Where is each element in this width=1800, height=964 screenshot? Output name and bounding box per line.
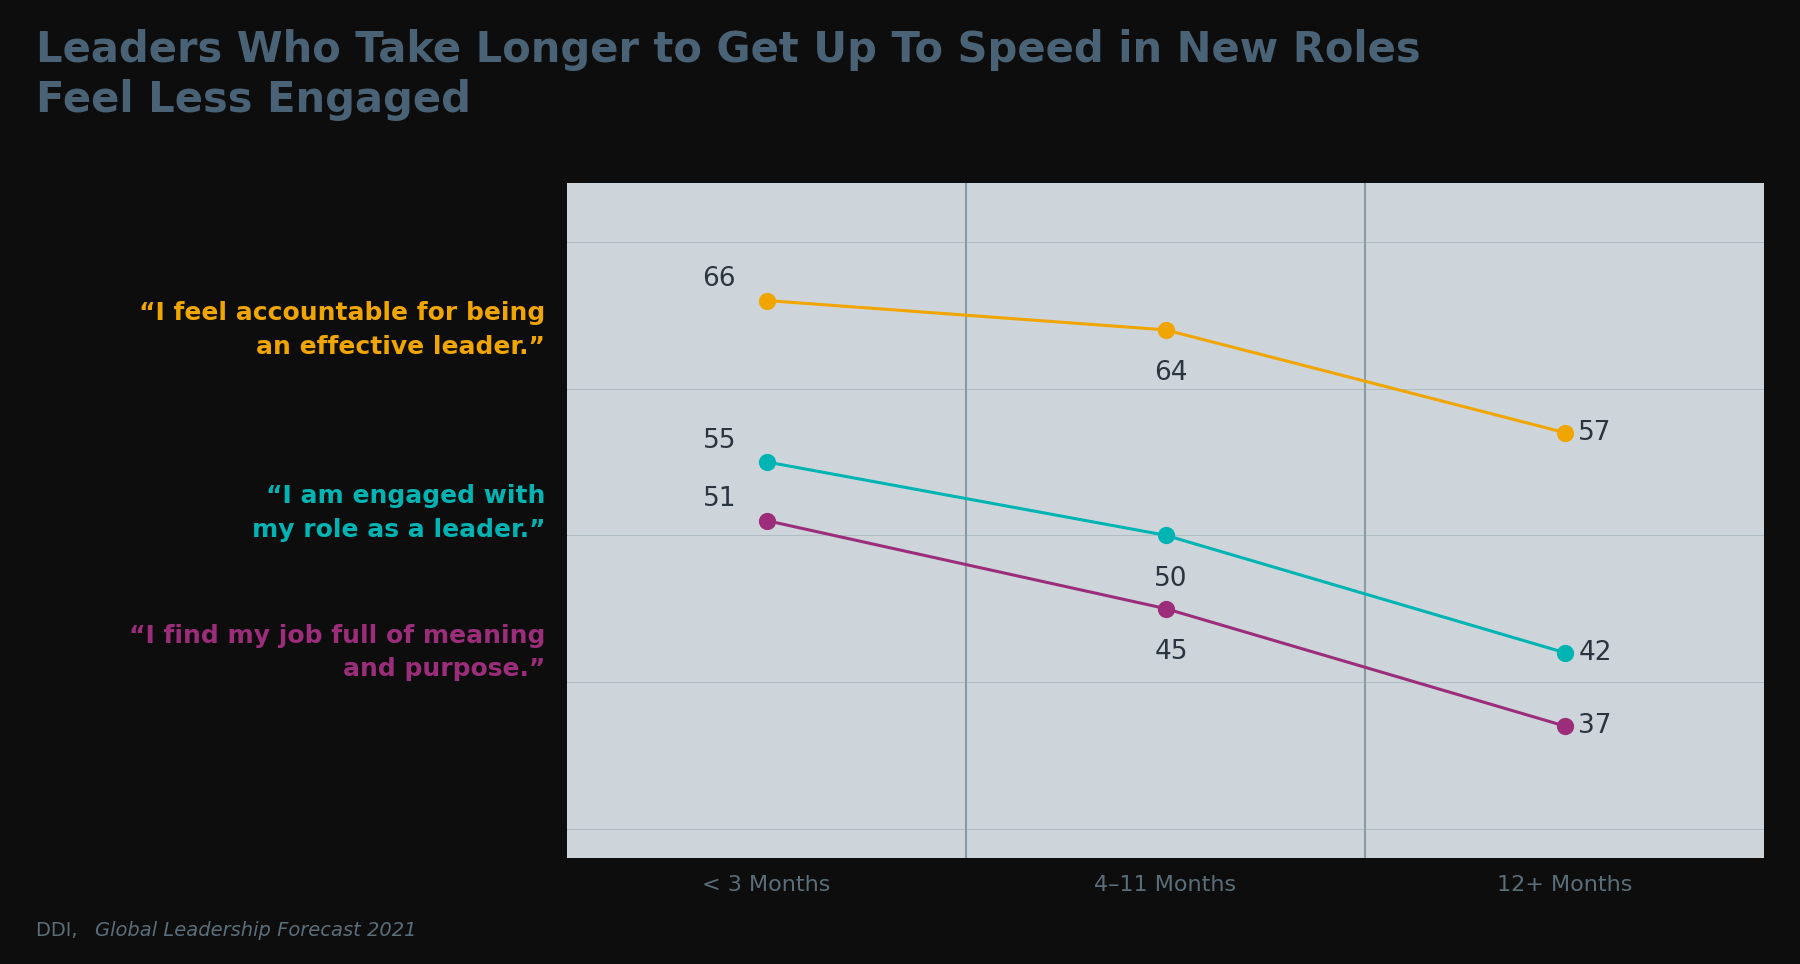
Point bbox=[752, 454, 781, 469]
Point bbox=[1550, 425, 1579, 441]
Text: 66: 66 bbox=[702, 266, 736, 292]
Text: 50: 50 bbox=[1154, 566, 1188, 592]
Text: “I find my job full of meaning
and purpose.”: “I find my job full of meaning and purpo… bbox=[130, 624, 545, 682]
Point bbox=[1152, 322, 1181, 337]
Text: 51: 51 bbox=[702, 486, 736, 512]
Text: “I am engaged with
my role as a leader.”: “I am engaged with my role as a leader.” bbox=[252, 485, 545, 542]
Text: 42: 42 bbox=[1579, 639, 1611, 665]
Point bbox=[1152, 527, 1181, 543]
Text: 55: 55 bbox=[702, 428, 736, 453]
Point bbox=[752, 293, 781, 308]
Text: 37: 37 bbox=[1579, 713, 1611, 739]
Point bbox=[752, 513, 781, 528]
Text: Global Leadership Forecast 2021: Global Leadership Forecast 2021 bbox=[95, 921, 418, 940]
Text: 57: 57 bbox=[1579, 419, 1611, 445]
Text: 64: 64 bbox=[1154, 361, 1188, 387]
Text: DDI,: DDI, bbox=[36, 921, 85, 940]
Text: “I feel accountable for being
an effective leader.”: “I feel accountable for being an effecti… bbox=[139, 301, 545, 359]
Text: 45: 45 bbox=[1154, 639, 1188, 665]
Text: Leaders Who Take Longer to Get Up To Speed in New Roles
Feel Less Engaged: Leaders Who Take Longer to Get Up To Spe… bbox=[36, 29, 1420, 121]
Point bbox=[1152, 601, 1181, 616]
Point bbox=[1550, 645, 1579, 660]
Point bbox=[1550, 718, 1579, 734]
